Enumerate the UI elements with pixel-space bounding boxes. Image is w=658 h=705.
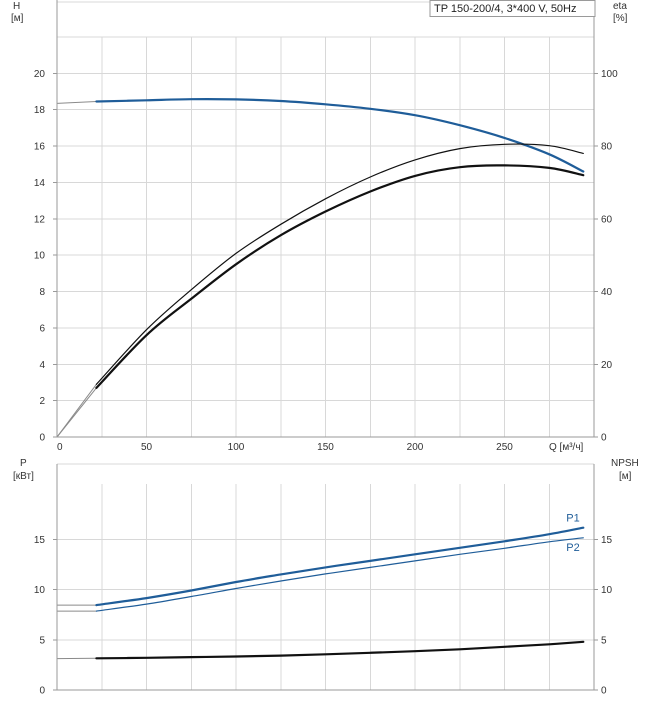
bottom-left-tick-label: 10 <box>34 585 46 596</box>
top-left-tick-label: 16 <box>34 142 46 153</box>
top-right-tick-label: 20 <box>601 360 613 371</box>
series-p1-label: P1 <box>566 513 579 525</box>
bottom-series-2-line <box>96 642 583 659</box>
series-p2-line <box>96 538 583 611</box>
left-axis-unit: [кВт] <box>13 471 34 482</box>
bottom-right-tick-label: 15 <box>601 535 613 546</box>
series-layer <box>96 99 583 658</box>
x-tick-label: 150 <box>317 442 334 453</box>
bottom-right-tick-label: 0 <box>601 686 607 697</box>
top-left-tick-label: 2 <box>39 396 45 407</box>
top-series-2-line <box>96 165 583 388</box>
bottom-left-tick-label: 15 <box>34 535 46 546</box>
top-left-tick-label: 14 <box>34 178 46 189</box>
right-axis-unit: [%] <box>613 13 628 24</box>
right-axis-unit: [м] <box>619 471 632 482</box>
top-right-tick-label: 80 <box>601 142 613 153</box>
top-right-tick-label: 40 <box>601 287 613 298</box>
extension-layer <box>57 102 96 659</box>
x-tick-label: 100 <box>228 442 245 453</box>
top-right-tick-label: 0 <box>601 433 607 444</box>
right-axis-title: eta <box>613 1 627 12</box>
top-series-1-line <box>96 144 583 384</box>
bottom-left-tick-label: 0 <box>39 686 45 697</box>
top-left-tick-label: 8 <box>39 287 45 298</box>
top-left-tick-label: 18 <box>34 105 46 116</box>
top-right-tick-label: 60 <box>601 214 613 225</box>
right-axis-title: NPSH <box>611 458 639 469</box>
bottom-left-tick-label: 5 <box>39 635 45 646</box>
x-axis-unit-label: Q [м³/ч] <box>549 442 584 453</box>
top-left-tick-label: 6 <box>39 323 45 334</box>
series-p2-label: P2 <box>566 542 579 554</box>
bottom-right-tick-label: 5 <box>601 635 607 646</box>
top-left-tick-label: 0 <box>39 433 45 444</box>
x-tick-label: 250 <box>496 442 513 453</box>
top-left-tick-label: 20 <box>34 69 46 80</box>
top-left-tick-label: 12 <box>34 214 46 225</box>
x-tick-label: 0 <box>57 442 63 453</box>
top-left-tick-label: 4 <box>39 360 45 371</box>
legend-text: TP 150-200/4, 3*400 V, 50Hz <box>434 3 577 15</box>
left-axis-title: P <box>20 458 27 469</box>
legend-box: TP 150-200/4, 3*400 V, 50Hz <box>430 1 595 17</box>
top-right-tick-label: 100 <box>601 69 618 80</box>
top-series-extension <box>57 388 96 437</box>
x-tick-label: 200 <box>407 442 424 453</box>
bottom-right-tick-label: 10 <box>601 585 613 596</box>
x-tick-label: 50 <box>141 442 153 453</box>
top-left-tick-label: 10 <box>34 251 46 262</box>
left-axis-unit: [м] <box>11 13 24 24</box>
left-axis-title: H <box>13 1 20 12</box>
top-series-extension <box>57 102 96 104</box>
